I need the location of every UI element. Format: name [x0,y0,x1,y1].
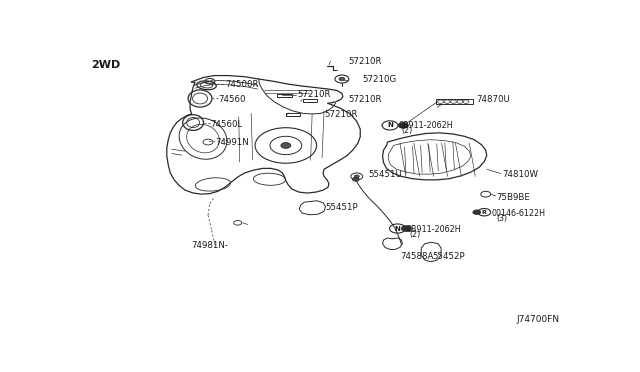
Text: (2): (2) [410,230,421,239]
Text: 74560L: 74560L [210,120,242,129]
Circle shape [401,226,412,231]
Text: 74588A: 74588A [400,251,433,260]
Text: 57210R: 57210R [324,110,358,119]
Text: 55452P: 55452P [432,251,465,260]
Text: 74560: 74560 [218,95,245,104]
Text: 0B911-2062H: 0B911-2062H [406,225,461,234]
Text: 57210R: 57210R [349,95,382,104]
Text: 55451U: 55451U [369,170,403,179]
Text: 57210G: 57210G [363,75,397,84]
Text: 57210R: 57210R [297,90,331,99]
Text: R: R [482,210,486,215]
Circle shape [399,122,408,128]
Text: 74991N: 74991N [215,138,249,147]
Text: N: N [387,122,393,128]
Circle shape [281,142,291,148]
Text: 74870U: 74870U [476,95,509,104]
Circle shape [473,210,481,215]
Circle shape [355,175,359,178]
Text: 55451P: 55451P [325,203,358,212]
Circle shape [352,177,359,181]
Text: J74700FN: J74700FN [516,315,559,324]
Text: N: N [394,225,401,231]
Text: 57210R: 57210R [349,57,382,66]
Text: 74981N-: 74981N- [191,241,228,250]
Text: (3): (3) [497,214,508,223]
Text: 75B9BE: 75B9BE [497,193,531,202]
Text: 74500R: 74500R [225,80,259,89]
Circle shape [339,77,345,81]
Text: 00146-6122H: 00146-6122H [492,209,546,218]
Text: 74810W: 74810W [502,170,539,179]
Text: (2): (2) [401,126,413,135]
Text: 0B911-2062H: 0B911-2062H [399,121,453,130]
Text: 2WD: 2WD [91,60,120,70]
